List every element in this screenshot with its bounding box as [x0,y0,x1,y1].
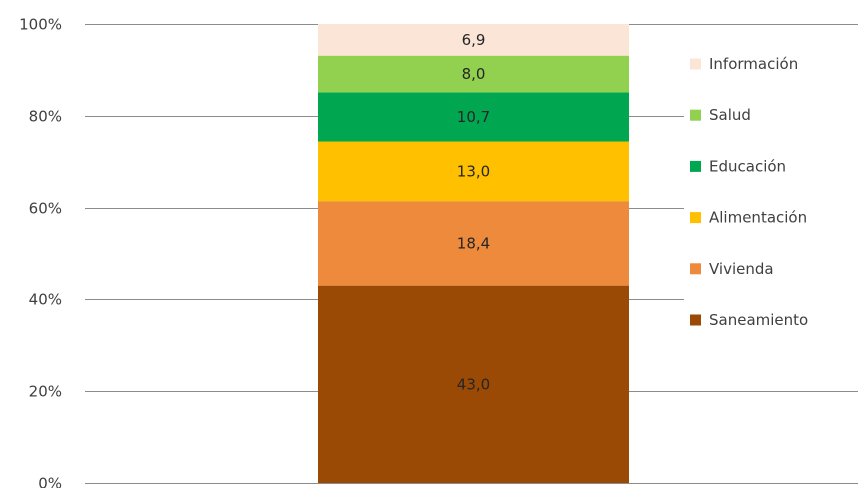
y-axis-ticks: 0% 20% 40% 60% 80% 100% [19,16,62,488]
legend-swatch [690,263,701,275]
bar-stack [318,24,629,483]
bar-segment [318,24,629,56]
bar-segment [318,141,629,202]
legend-label: Saneamiento [709,311,808,329]
y-tick-label: 20% [29,383,62,401]
legend-swatch [690,109,701,121]
data-label: 6,9 [462,31,486,49]
data-label: 8,0 [462,65,486,83]
bar-segment [318,201,629,286]
data-label: 43,0 [457,375,490,393]
legend-label: Información [709,55,798,73]
legend-swatch [690,58,701,70]
legend-label: Vivienda [709,260,774,278]
y-tick-label: 80% [29,108,62,126]
legend-swatch [690,212,701,224]
y-tick-label: 40% [29,291,62,309]
data-label: 13,0 [457,162,490,180]
data-label: 18,4 [457,234,490,252]
legend-label: Alimentación [709,209,807,227]
y-tick-label: 0% [38,475,62,488]
y-tick-label: 60% [29,200,62,218]
bar-segment [318,285,629,483]
legend-label: Educación [709,157,786,175]
legend: Información Salud Educación Alimentación Viv… [684,45,858,351]
bar-segment [318,55,629,93]
y-tick-label: 100% [19,16,62,34]
data-label: 10,7 [457,108,490,126]
legend-swatch [690,314,701,326]
legend-background [684,45,858,351]
legend-swatch [690,160,701,172]
legend-label: Salud [709,106,751,124]
bar-segment [318,92,629,142]
data-labels: 43,0 18,4 13,0 10,7 8,0 6,9 [457,31,490,393]
